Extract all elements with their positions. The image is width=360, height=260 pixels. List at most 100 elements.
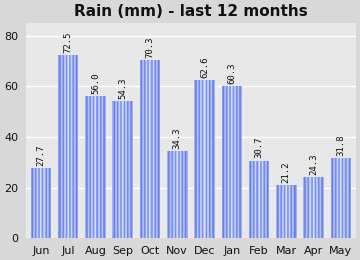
Bar — [125, 101, 126, 238]
Bar — [330, 158, 331, 238]
Bar — [337, 158, 338, 238]
Bar — [256, 160, 257, 238]
Bar — [267, 160, 268, 238]
Bar — [60, 55, 61, 238]
Bar — [214, 80, 215, 238]
Bar — [257, 160, 258, 238]
Bar — [251, 160, 252, 238]
Text: 70.3: 70.3 — [145, 37, 154, 58]
Bar — [250, 160, 251, 238]
Bar — [90, 96, 91, 238]
Bar — [75, 55, 76, 238]
Bar — [258, 160, 259, 238]
Bar — [64, 55, 65, 238]
Bar — [228, 86, 229, 238]
Bar — [261, 160, 262, 238]
Bar — [339, 158, 340, 238]
Bar — [239, 86, 240, 238]
Bar — [283, 185, 284, 238]
Bar — [131, 101, 132, 238]
Bar — [87, 96, 88, 238]
Bar — [229, 86, 230, 238]
Bar — [94, 96, 95, 238]
Bar — [284, 185, 285, 238]
Bar — [224, 86, 225, 238]
Bar — [211, 80, 212, 238]
Bar — [61, 55, 62, 238]
Bar — [77, 55, 78, 238]
Bar — [47, 168, 48, 238]
Bar — [296, 185, 297, 238]
Bar — [321, 177, 322, 238]
Bar — [345, 158, 346, 238]
Title: Rain (mm) - last 12 months: Rain (mm) - last 12 months — [74, 4, 308, 19]
Bar — [114, 101, 115, 238]
Bar — [196, 80, 197, 238]
Bar — [174, 151, 175, 238]
Bar — [124, 101, 125, 238]
Bar — [241, 86, 242, 238]
Bar — [141, 60, 142, 238]
Bar — [127, 101, 128, 238]
Bar — [277, 185, 278, 238]
Bar — [116, 101, 117, 238]
Bar — [223, 86, 224, 238]
Bar — [266, 160, 267, 238]
Bar — [295, 185, 296, 238]
Bar — [112, 101, 113, 238]
Bar — [151, 60, 152, 238]
Bar — [58, 55, 59, 238]
Bar — [170, 151, 171, 238]
Bar — [333, 158, 334, 238]
Bar — [41, 168, 42, 238]
Bar — [153, 60, 154, 238]
Bar — [201, 80, 202, 238]
Bar — [197, 80, 198, 238]
Bar — [113, 101, 114, 238]
Bar — [173, 151, 174, 238]
Bar — [260, 160, 261, 238]
Text: 30.7: 30.7 — [255, 137, 264, 159]
Bar — [157, 60, 158, 238]
Bar — [37, 168, 38, 238]
Bar — [187, 151, 188, 238]
Bar — [72, 55, 73, 238]
Bar — [227, 86, 228, 238]
Bar — [143, 60, 144, 238]
Text: 31.8: 31.8 — [336, 134, 345, 156]
Bar — [85, 96, 86, 238]
Bar — [350, 158, 351, 238]
Bar — [200, 80, 201, 238]
Bar — [331, 158, 332, 238]
Bar — [304, 177, 305, 238]
Bar — [158, 60, 159, 238]
Bar — [307, 177, 308, 238]
Bar — [130, 101, 131, 238]
Bar — [250, 160, 251, 238]
Bar — [319, 177, 320, 238]
Bar — [50, 168, 51, 238]
Bar — [276, 185, 277, 238]
Bar — [179, 151, 180, 238]
Bar — [38, 168, 39, 238]
Bar — [209, 80, 210, 238]
Bar — [212, 80, 213, 238]
Bar — [64, 55, 65, 238]
Bar — [65, 55, 66, 238]
Bar — [180, 151, 181, 238]
Bar — [287, 185, 288, 238]
Bar — [281, 185, 282, 238]
Bar — [290, 185, 291, 238]
Bar — [91, 96, 92, 238]
Bar — [176, 151, 177, 238]
Bar — [140, 60, 141, 238]
Bar — [181, 151, 182, 238]
Bar — [73, 55, 74, 238]
Bar — [126, 101, 127, 238]
Bar — [95, 96, 96, 238]
Bar — [31, 168, 32, 238]
Bar — [48, 168, 49, 238]
Bar — [178, 151, 179, 238]
Bar — [314, 177, 315, 238]
Bar — [128, 101, 129, 238]
